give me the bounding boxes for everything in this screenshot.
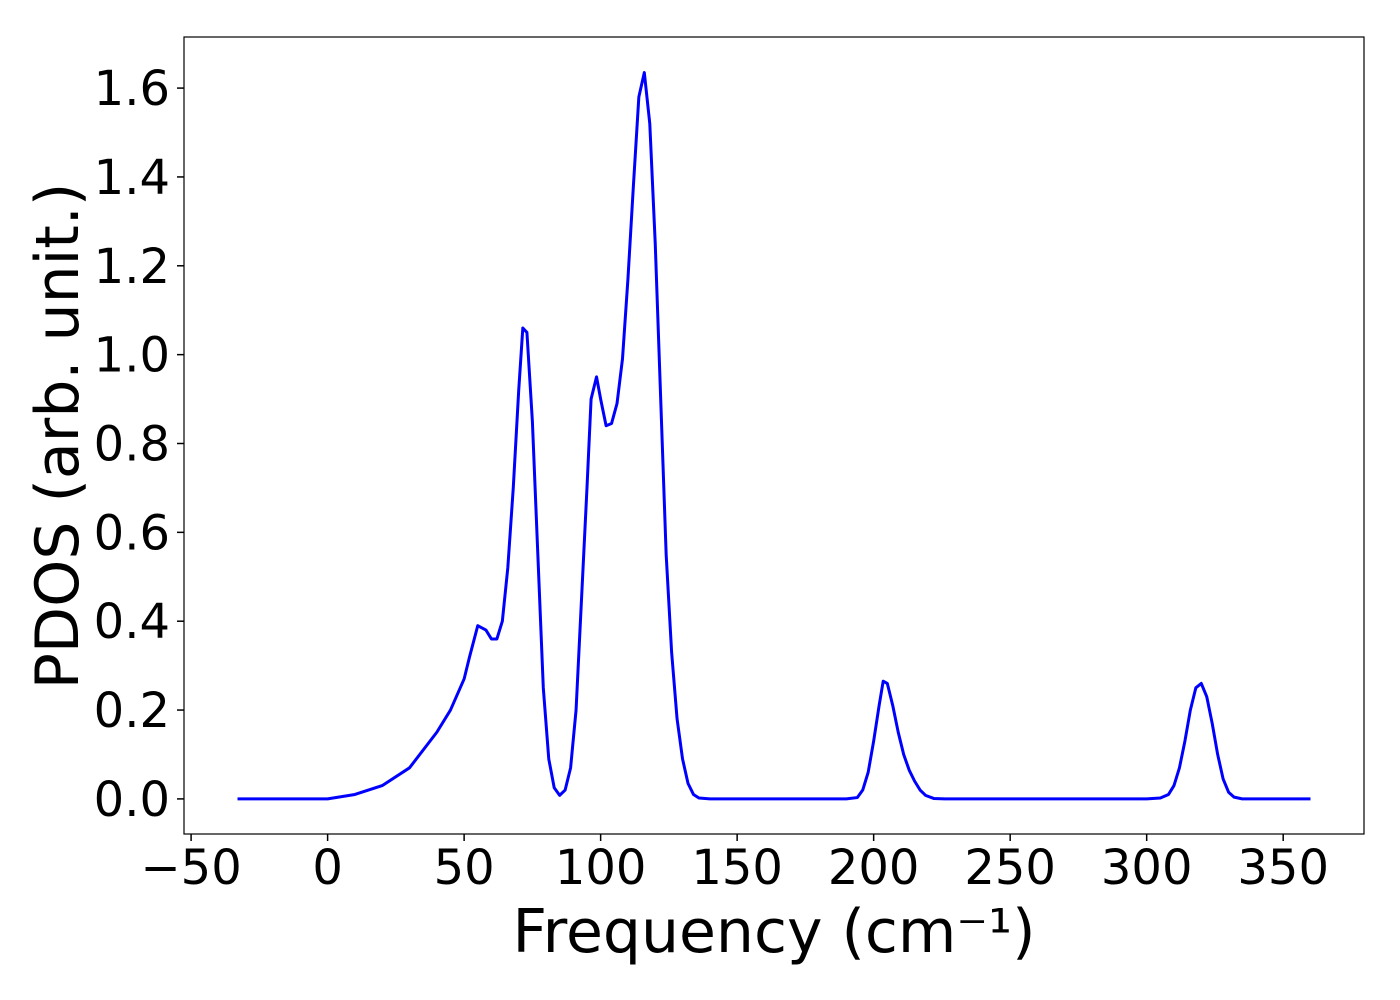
y-tick-label: 0.6 [94, 505, 170, 561]
y-tick-label: 0.2 [94, 683, 170, 739]
x-tick-label: 350 [1237, 840, 1329, 896]
y-tick-label: 1.2 [94, 239, 170, 295]
data-line [237, 71, 1311, 801]
y-tick-label: 0.0 [94, 772, 170, 828]
x-axis-label: Frequency (cm⁻¹) [512, 897, 1035, 967]
plot-frame [183, 36, 1365, 835]
x-tick-label: 0 [312, 840, 343, 896]
x-tick-label: −50 [140, 840, 241, 896]
x-tick-label: 50 [434, 840, 495, 896]
x-tick-label: 300 [1101, 840, 1193, 896]
x-tick-label: 250 [964, 840, 1056, 896]
x-tick-label: 150 [691, 840, 783, 896]
y-tick-label: 0.8 [94, 416, 170, 472]
y-tick-label: 1.4 [94, 150, 170, 206]
x-tick-label: 100 [555, 840, 647, 896]
y-tick-label: 1.6 [94, 61, 170, 117]
y-tick-label: 1.0 [94, 328, 170, 384]
y-axis-label: PDOS (arb. unit.) [23, 183, 93, 690]
x-tick-label: 200 [828, 840, 920, 896]
y-tick-label: 0.4 [94, 594, 170, 650]
